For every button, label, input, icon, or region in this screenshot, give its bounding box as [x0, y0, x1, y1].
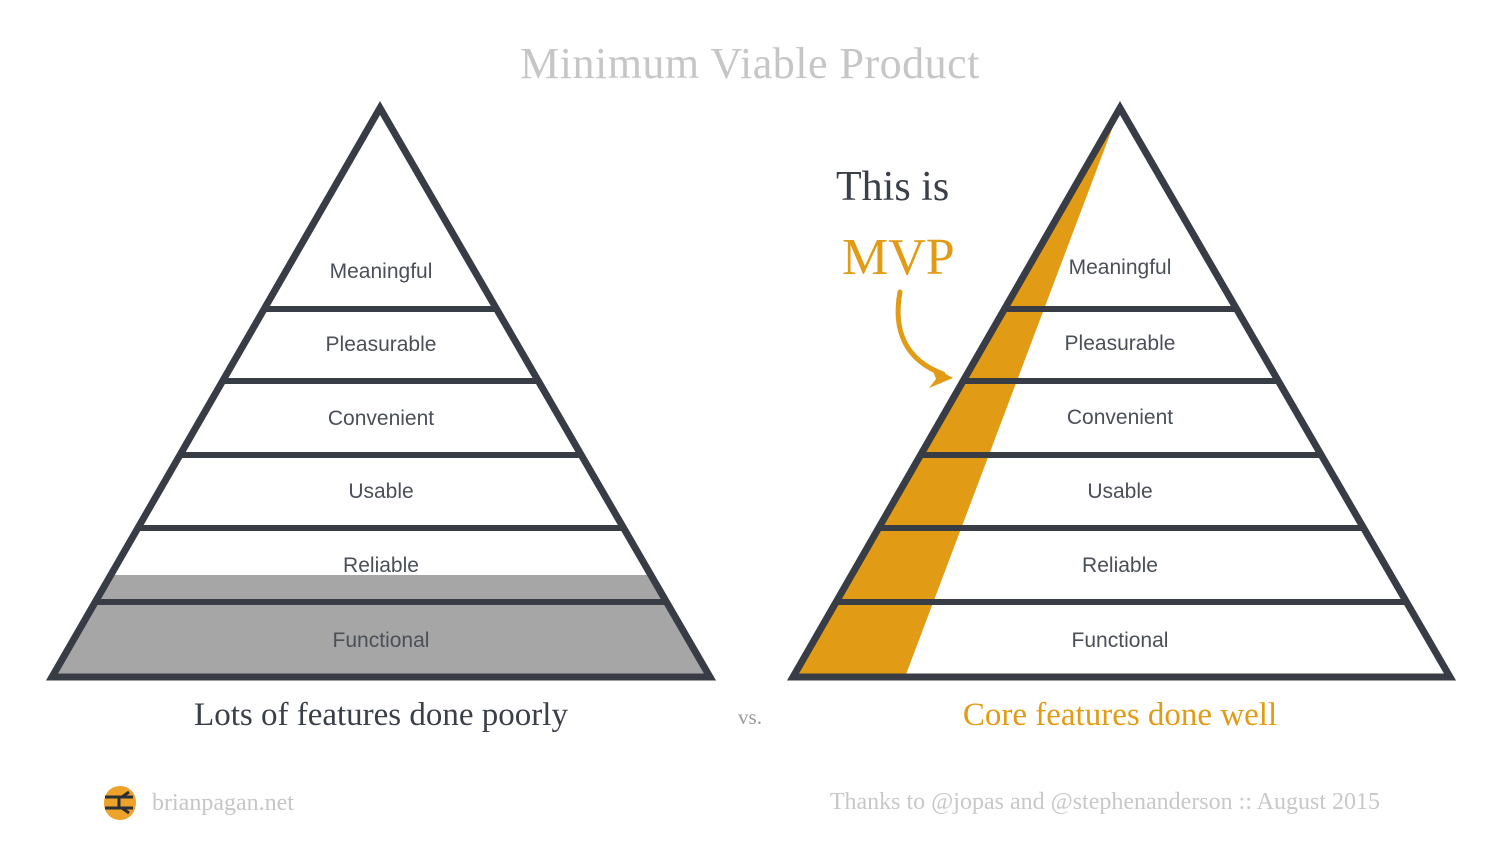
- arrow-curve: [895, 289, 946, 377]
- right-band-label-functional: Functional: [1071, 629, 1169, 652]
- right-band-label-convenient: Convenient: [1066, 406, 1174, 429]
- right-band-label-reliable: Reliable: [1082, 554, 1158, 577]
- mvp-callout-arrow: [895, 289, 953, 388]
- caption-left-pyramid: Lots of features done poorly: [194, 697, 568, 733]
- arrow-head: [929, 366, 953, 388]
- left-band-label-reliable: Reliable: [343, 554, 419, 577]
- right-band-label-meaningful: Meaningful: [1068, 256, 1172, 279]
- left-band-label-convenient: Convenient: [327, 407, 435, 430]
- left-band-label-usable: Usable: [348, 480, 414, 503]
- footer-brand-text: brianpagan.net: [152, 789, 294, 816]
- right-pyramid-outline: [786, 100, 1457, 681]
- callout-line-this-is: This is: [836, 164, 950, 210]
- paper-plane-logo-icon: [104, 786, 136, 820]
- left-band-label-functional: Functional: [332, 629, 430, 652]
- left-pyramid-gray-fill: [52, 575, 710, 677]
- left-band-label-pleasurable: Pleasurable: [325, 333, 437, 356]
- caption-right-pyramid: Core features done well: [962, 697, 1278, 733]
- caption-versus: vs.: [738, 705, 762, 729]
- right-band-label-usable: Usable: [1087, 480, 1153, 503]
- right-band-label-pleasurable: Pleasurable: [1064, 332, 1176, 355]
- footer-credit-text: Thanks to @jopas and @stephenanderson ::…: [829, 789, 1380, 815]
- left-pyramid-group: [45, 101, 717, 681]
- callout-line-mvp: MVP: [842, 229, 955, 286]
- footer-brand[interactable]: brianpagan.net: [100, 784, 294, 822]
- left-band-label-meaningful: Meaningful: [329, 260, 433, 283]
- left-pyramid-outline: [45, 101, 717, 681]
- page-title: Minimum Viable Product: [520, 39, 980, 88]
